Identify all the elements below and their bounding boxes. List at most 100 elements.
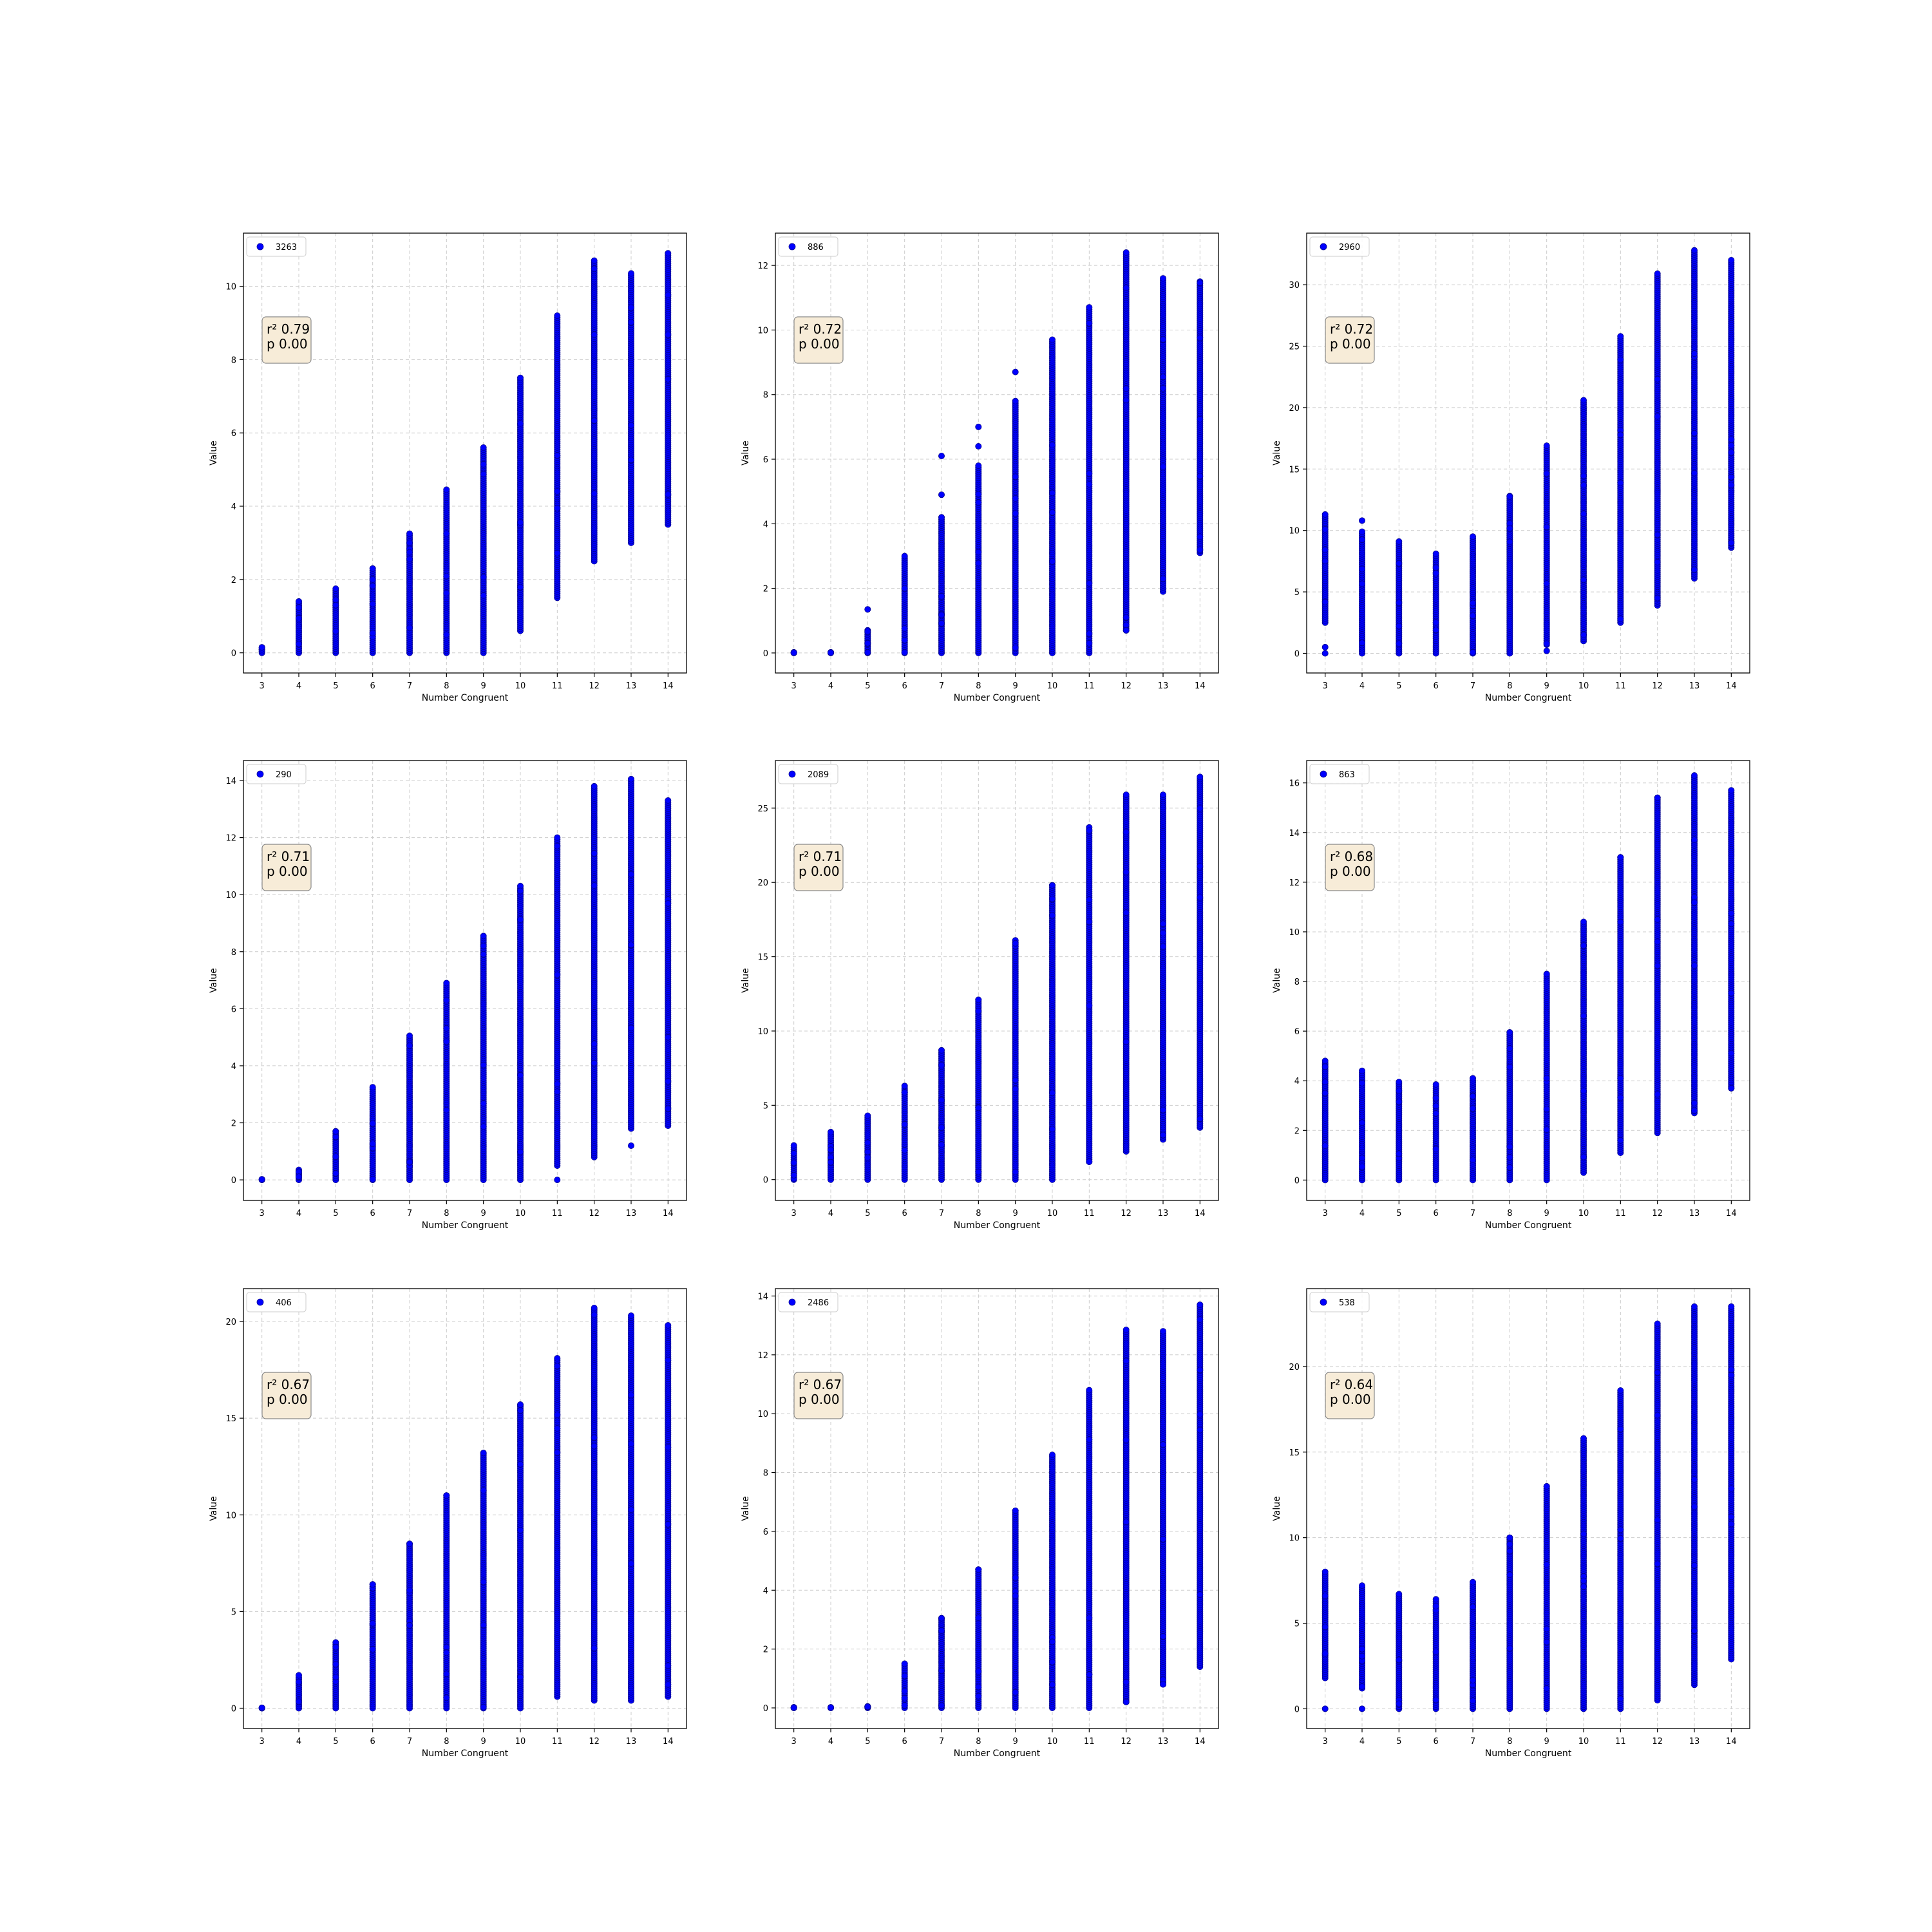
data-point — [554, 505, 561, 512]
data-point — [864, 606, 871, 613]
data-point — [1654, 594, 1661, 601]
x-tick-label: 7 — [407, 1209, 412, 1218]
data-point — [901, 553, 908, 560]
x-tick-label: 12 — [589, 681, 600, 691]
x-tick-label: 11 — [552, 1209, 563, 1218]
data-point — [369, 1176, 376, 1183]
data-point — [591, 1041, 598, 1048]
y-axis-label: Value — [741, 440, 751, 465]
data-point — [901, 649, 908, 656]
x-tick-label: 9 — [1013, 681, 1018, 691]
data-point — [517, 916, 524, 923]
data-point — [665, 797, 672, 804]
data-point — [1122, 621, 1130, 629]
data-point — [1160, 385, 1167, 392]
data-point — [517, 583, 524, 591]
data-point — [1432, 570, 1439, 577]
y-tick-label: 2 — [763, 585, 768, 594]
data-point — [1012, 644, 1019, 651]
y-tick-label: 10 — [757, 326, 768, 336]
data-point — [975, 499, 982, 506]
data-point — [1580, 397, 1587, 404]
x-tick-label: 14 — [1195, 681, 1206, 691]
x-tick-label: 13 — [1689, 681, 1700, 691]
x-tick-label: 4 — [296, 1209, 301, 1218]
data-point — [1506, 538, 1513, 545]
data-point — [665, 1078, 672, 1085]
data-point — [406, 1042, 413, 1049]
data-point — [975, 423, 982, 430]
y-tick-label: 0 — [1294, 649, 1300, 659]
y-tick-label: 6 — [763, 455, 768, 465]
data-point — [1654, 558, 1661, 565]
data-point — [369, 600, 376, 607]
data-point — [1543, 524, 1550, 531]
data-points — [1321, 247, 1735, 657]
data-point — [975, 491, 982, 498]
data-point — [1469, 612, 1476, 620]
data-point — [1654, 413, 1661, 420]
x-tick-label: 11 — [552, 681, 563, 691]
data-point — [1122, 397, 1130, 404]
data-point — [480, 942, 487, 949]
data-point — [665, 900, 672, 907]
data-point — [1086, 481, 1093, 488]
data-point — [406, 1159, 413, 1166]
y-axis-label: Value — [1272, 440, 1282, 465]
data-point — [1086, 470, 1093, 477]
data-point — [1543, 470, 1550, 477]
data-point — [554, 842, 561, 849]
data-point — [332, 601, 339, 609]
x-tick-label: 8 — [444, 681, 449, 691]
data-point — [1049, 442, 1056, 449]
x-tick-label: 12 — [1121, 681, 1132, 691]
data-point — [517, 420, 524, 427]
data-point — [628, 304, 635, 311]
data-point — [1432, 619, 1439, 626]
legend-label: 886 — [808, 243, 824, 252]
x-axis-label: Number Congruent — [422, 693, 509, 703]
data-point — [1197, 334, 1204, 341]
data-point — [628, 270, 635, 277]
x-tick-label: 4 — [1359, 681, 1365, 691]
data-point — [591, 882, 598, 889]
data-point — [332, 1133, 339, 1141]
data-point — [1506, 493, 1513, 500]
data-point — [1049, 558, 1056, 565]
y-tick-label: 30 — [1289, 281, 1300, 290]
data-point — [1469, 649, 1476, 656]
data-point — [1012, 473, 1019, 480]
data-point — [1160, 575, 1167, 582]
y-tick-label: 20 — [1289, 404, 1300, 413]
data-point — [554, 834, 561, 841]
data-point — [406, 1032, 413, 1039]
data-point — [1690, 350, 1698, 357]
data-point — [938, 453, 945, 460]
data-point — [480, 574, 487, 581]
data-point — [1580, 510, 1587, 517]
y-tick-label: 12 — [757, 261, 768, 271]
data-point — [901, 625, 908, 632]
data-point — [1690, 247, 1698, 254]
data-point — [369, 576, 376, 583]
data-point — [1690, 430, 1698, 437]
data-point — [1728, 436, 1735, 443]
data-point — [1321, 546, 1329, 553]
data-point — [1543, 580, 1550, 587]
data-point — [517, 519, 524, 526]
data-point — [480, 592, 487, 599]
data-point — [480, 471, 487, 478]
data-point — [443, 1038, 450, 1045]
data-point — [1358, 565, 1365, 573]
data-point — [628, 871, 635, 878]
data-point — [1432, 564, 1439, 571]
data-point — [295, 615, 302, 622]
data-point — [1396, 599, 1403, 606]
data-point — [1122, 614, 1130, 621]
data-point — [406, 625, 413, 632]
data-point — [1728, 442, 1735, 449]
data-point — [1580, 631, 1587, 638]
data-point — [1432, 627, 1439, 634]
data-point — [480, 1123, 487, 1130]
x-tick-label: 10 — [1578, 681, 1589, 691]
